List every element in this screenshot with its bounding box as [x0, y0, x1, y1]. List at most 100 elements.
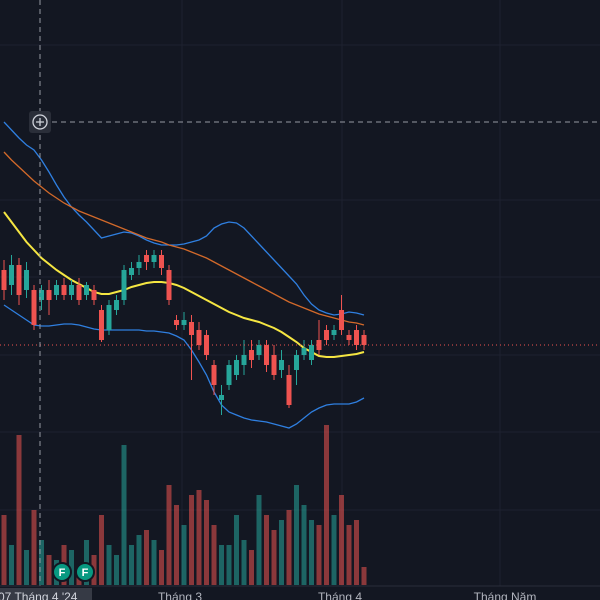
- volume-bar: [286, 510, 292, 585]
- volume-bar: [31, 510, 37, 585]
- volume-bar: [316, 525, 322, 585]
- candle-body: [249, 350, 254, 360]
- volume-bar: [196, 490, 202, 585]
- volume-bar: [324, 425, 329, 585]
- candle-body: [271, 355, 277, 375]
- volume-bar: [226, 545, 232, 585]
- volume-bar: [99, 515, 104, 585]
- candle-body: [346, 335, 352, 340]
- candle-body: [226, 365, 232, 385]
- candle-body: [286, 375, 292, 405]
- volume-bar: [114, 555, 119, 585]
- candle-body: [361, 335, 367, 345]
- candle-body: [316, 340, 322, 350]
- volume-bar: [256, 495, 262, 585]
- volume-bar: [151, 540, 157, 585]
- volume-bar: [361, 567, 367, 585]
- candle-body: [136, 262, 142, 268]
- candle-body: [181, 320, 187, 325]
- crosshair-label: 07 Tháng 4 '24: [0, 590, 78, 600]
- candle-body: [234, 360, 239, 375]
- candle-body: [39, 290, 44, 300]
- volume-bar: [121, 445, 127, 585]
- candle-body: [9, 265, 14, 285]
- indicator-line: [3, 121, 365, 316]
- volume-bar: [69, 550, 74, 585]
- add-icon-plus: [36, 118, 44, 126]
- event-marker[interactable]: [75, 562, 95, 582]
- volume-bar: [294, 485, 299, 585]
- volume-bar: [166, 485, 172, 585]
- candle-body: [196, 330, 202, 345]
- volume-bar: [234, 515, 239, 585]
- candle-body: [166, 270, 172, 300]
- crosshair-label-box: [0, 588, 92, 600]
- volume-bar: [264, 515, 269, 585]
- candle-body: [159, 255, 164, 268]
- candle-body: [31, 290, 37, 325]
- candle-body: [309, 345, 314, 360]
- volume-bar: [181, 525, 187, 585]
- volume-bar: [204, 500, 209, 585]
- event-marker-label: F: [82, 567, 89, 579]
- add-icon[interactable]: [32, 114, 48, 130]
- volume-bar: [339, 495, 344, 585]
- candle-body: [91, 290, 97, 300]
- volume-bar: [106, 545, 112, 585]
- candle-body: [106, 305, 112, 330]
- x-axis-label: Tháng 3: [158, 590, 202, 600]
- candle-body: [339, 310, 344, 330]
- candle-body: [24, 270, 29, 290]
- x-axis-label: Tháng Năm: [474, 590, 537, 600]
- candle-body: [61, 285, 67, 295]
- volume-bar: [24, 550, 29, 585]
- candle-body: [204, 335, 209, 355]
- candle-body: [84, 285, 89, 295]
- candle-body: [99, 310, 104, 340]
- candle-body: [189, 322, 194, 335]
- candle-body: [1, 270, 7, 290]
- candle-body: [151, 255, 157, 262]
- plot: [0, 121, 600, 585]
- x-axis-label: Tháng 4: [318, 590, 362, 600]
- candle-body: [279, 360, 284, 370]
- candle-body: [76, 285, 82, 300]
- event-marker-label: F: [59, 567, 66, 579]
- candle-body: [219, 395, 224, 400]
- volume-bar: [219, 545, 224, 585]
- indicator-line: [3, 151, 365, 326]
- candle-body: [294, 355, 299, 370]
- candle-body: [121, 270, 127, 300]
- volume-bar: [354, 520, 359, 585]
- volume-bar: [331, 515, 337, 585]
- volume-bar: [39, 540, 44, 585]
- candle-body: [301, 348, 307, 355]
- indicator-line: [3, 304, 365, 429]
- candle-body: [211, 365, 217, 385]
- volume-bar: [136, 535, 142, 585]
- volume-bar: [249, 550, 254, 585]
- volume-bar: [159, 550, 164, 585]
- volume-bar: [189, 495, 194, 585]
- volume-bar: [174, 505, 179, 585]
- volume-bar: [301, 505, 307, 585]
- candle-body: [324, 330, 329, 340]
- candle-body: [256, 345, 262, 355]
- event-marker[interactable]: [52, 562, 72, 582]
- volume-bar: [144, 530, 149, 585]
- grid: [0, 0, 600, 586]
- candle-body: [129, 268, 134, 275]
- volume-bar: [309, 520, 314, 585]
- candle-body: [264, 345, 269, 365]
- volume-bar: [271, 530, 277, 585]
- volume-bar: [1, 515, 7, 585]
- candle-body: [354, 330, 359, 345]
- candle-body: [331, 330, 337, 335]
- candle-body: [46, 290, 52, 300]
- candle-body: [144, 255, 149, 262]
- candle-body: [241, 355, 247, 365]
- volume-bar: [346, 525, 352, 585]
- volume-bar: [129, 545, 134, 585]
